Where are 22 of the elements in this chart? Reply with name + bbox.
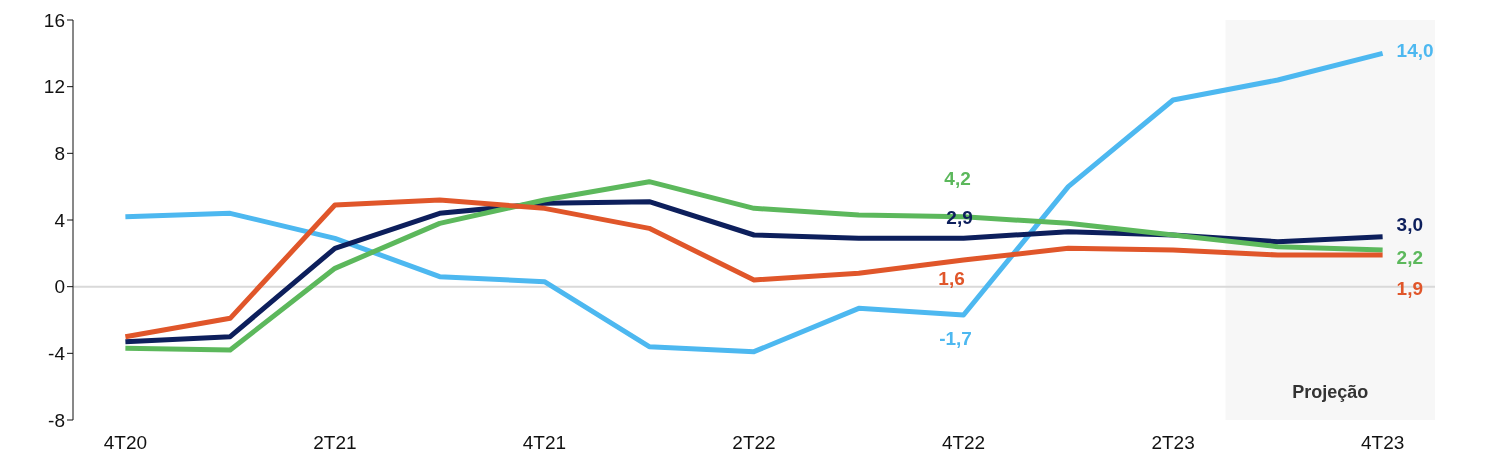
- x-tick-label: 4T21: [522, 432, 567, 454]
- x-tick-label: 2T21: [313, 432, 357, 454]
- x-tick-label: 4T20: [103, 432, 148, 454]
- data-label: 2,2: [1396, 247, 1424, 268]
- data-label: 3,0: [1396, 213, 1424, 235]
- y-tick-label: 16: [43, 9, 65, 31]
- y-tick-label: 8: [54, 143, 65, 165]
- y-tick-label: 4: [54, 209, 66, 231]
- x-tick-label: 4T23: [1360, 432, 1405, 454]
- x-tick-label: 2T23: [1151, 432, 1195, 454]
- data-label: -1,7: [939, 328, 972, 349]
- data-label: 14,0: [1396, 40, 1434, 62]
- x-tick-label: 2T22: [732, 432, 776, 454]
- data-label: 1,6: [938, 268, 965, 289]
- y-tick-label: -8: [48, 409, 65, 431]
- band-label: Projeção: [1292, 382, 1369, 402]
- y-tick-label: 0: [54, 276, 65, 298]
- y-tick-label: 12: [43, 76, 65, 98]
- y-tick-label: -4: [48, 343, 66, 365]
- x-tick-label: 4T22: [941, 432, 986, 454]
- data-label: 1,9: [1396, 278, 1424, 299]
- data-label: 4,2: [944, 167, 971, 189]
